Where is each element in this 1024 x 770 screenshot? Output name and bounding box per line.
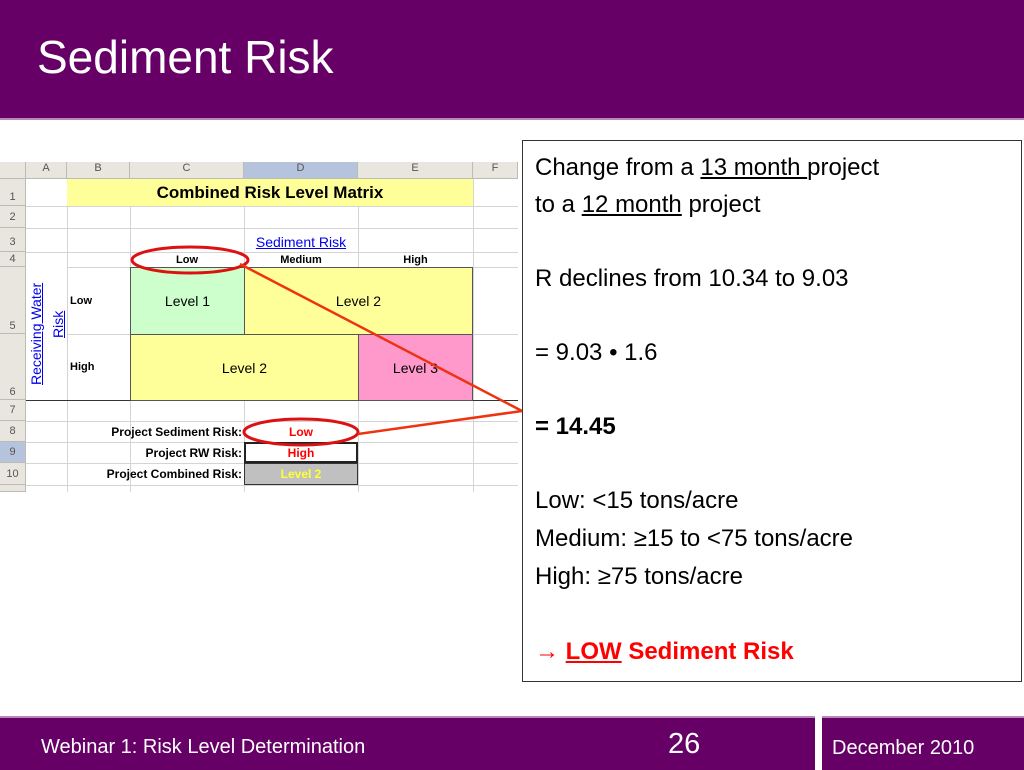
rw-risk-axis-link[interactable]: Receiving Water Risk [26,260,68,400]
rw-level-low: Low [70,294,92,307]
conclusion-text: → LOW Sediment Risk [535,633,1009,670]
matrix-cell-level1: Level 1 [130,267,245,335]
project-combined-risk-label: Project Combined Risk: [106,467,242,481]
column-header-c: C [130,162,244,179]
gridline [26,485,518,486]
project-rw-risk-label: Project RW Risk: [145,445,242,460]
conclusion-rest: Sediment Risk [621,638,794,665]
note-text: project [681,191,761,218]
sheet-corner [0,162,26,179]
project-sediment-risk-label: Project Sediment Risk: [111,424,242,439]
sediment-level-medium: Medium [280,253,322,266]
threshold-high: High: ≥75 tons/acre [535,563,743,590]
project-combined-risk-value: Level 2 [244,463,358,485]
footer-date-bar: December 2010 [822,716,1024,770]
column-header-d: D [244,162,358,179]
footer-webinar-title: Webinar 1: Risk Level Determination [41,736,366,758]
threshold-low: Low: <15 tons/acre [535,487,739,514]
rw-axis-label-line1: Receiving Water [28,282,44,385]
rw-axis-label-line2: Risk [50,310,66,338]
sediment-level-low: Low [176,253,198,266]
matrix-cell-level2-bottom: Level 2 [130,334,359,401]
row-header-1: 1 [0,179,26,206]
title-bar: Sediment Risk [0,0,1024,120]
row-header-11 [0,485,26,492]
sediment-level-high: High [403,253,428,266]
matrix-title: Combined Risk Level Matrix [67,179,473,206]
gridline [26,252,518,253]
gridline [26,228,518,229]
rw-level-high: High [70,361,95,373]
row-header-5: 5 [0,267,26,334]
gridline [473,179,474,492]
footer-bar: Webinar 1: Risk Level Determination 26 [0,716,815,770]
note-line-1: Change from a 13 month project [535,149,1009,186]
column-header-f: F [473,162,518,179]
matrix-cell-level2-top: Level 2 [244,267,473,335]
slide-title: Sediment Risk [37,31,334,83]
row-header-8: 8 [0,421,26,442]
row-header-9: 9 [0,442,26,463]
sediment-risk-axis-link[interactable]: Sediment Risk [255,234,347,250]
row-header-10: 10 [0,463,26,485]
conclusion-low: LOW [565,638,622,665]
threshold-medium: Medium: ≥15 to <75 tons/acre [535,525,854,552]
arrow-right-icon: → [535,638,559,665]
row-header-6: 6 [0,334,26,400]
note-line-2: to a 12 month project [535,186,1009,223]
rw-axis-label-cell [26,267,67,400]
note-text: Change from a [535,154,701,181]
column-header-e: E [358,162,473,179]
result-text: = 14.45 [535,413,616,440]
r-decline-text: R declines from 10.34 to 9.03 [535,265,849,292]
row-header-7: 7 [0,400,26,421]
equation-text: = 9.03 • 1.6 [535,339,658,366]
row-header-4: 4 [0,252,26,267]
gridline [67,179,68,492]
row-header-2: 2 [0,206,26,228]
page-number: 26 [668,728,701,760]
footer-date: December 2010 [832,737,975,759]
column-header-a: A [26,162,67,179]
project-rw-risk-value[interactable]: High [244,442,358,463]
risk-matrix-spreadsheet: A B C D E F 1 2 3 4 5 6 7 8 9 10 Combine… [0,162,518,492]
column-header-b: B [67,162,130,179]
note-underlined-13-month: 13 month [700,154,808,181]
gridline [26,206,518,207]
project-sediment-risk-value: Low [289,424,313,439]
calculation-note-box: Change from a 13 month project to a 12 m… [522,140,1022,682]
matrix-cell-level3: Level 3 [358,334,473,401]
note-underlined-12-month: 12 month [581,191,682,218]
row-header-3: 3 [0,228,26,252]
note-text: project [807,154,880,181]
note-text: to a [535,191,582,218]
